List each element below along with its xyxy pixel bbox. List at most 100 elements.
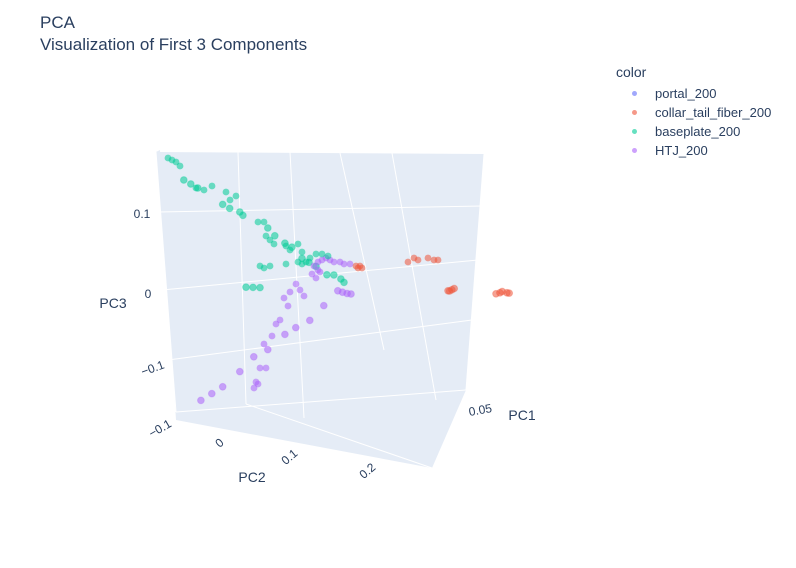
data-point — [347, 290, 355, 298]
chart-title: PCA — [40, 13, 75, 32]
pc2-gridline — [391, 152, 437, 401]
data-point — [235, 367, 244, 376]
data-point — [208, 182, 216, 190]
chart-title-block: PCA Visualization of First 3 Components — [40, 12, 307, 56]
data-point — [207, 389, 216, 398]
pc2-gridline — [339, 152, 385, 351]
data-point — [232, 192, 240, 200]
data-point — [281, 330, 289, 339]
legend-label: collar_tail_fiber_200 — [655, 105, 772, 120]
data-point — [226, 196, 234, 204]
legend-marker-icon — [632, 148, 637, 153]
data-point — [256, 283, 264, 292]
data-point — [218, 200, 227, 209]
data-point — [340, 278, 348, 287]
data-point — [218, 382, 227, 391]
pc1-tick-label: 0.05 — [468, 401, 494, 419]
legend-item[interactable]: collar_tail_fiber_200 — [616, 103, 771, 122]
data-point — [272, 320, 280, 328]
data-point — [200, 186, 208, 194]
data-point — [284, 302, 292, 310]
pc2-tick-label: 0.2 — [357, 460, 379, 482]
data-point — [445, 287, 454, 295]
data-point — [319, 301, 328, 310]
data-point — [294, 258, 302, 266]
data-point — [291, 323, 300, 332]
data-point — [305, 316, 314, 325]
legend-label: baseplate_200 — [655, 124, 741, 139]
data-point — [414, 256, 422, 264]
pc1-axis-title: PC1 — [508, 407, 535, 423]
data-point — [316, 268, 324, 276]
chart-subtitle: Visualization of First 3 Components — [40, 35, 308, 54]
pc3-tick-label: −0.1 — [139, 358, 166, 379]
data-point — [298, 248, 306, 256]
data-point — [262, 364, 270, 372]
legend-marker-icon — [632, 129, 637, 134]
data-point — [318, 250, 326, 258]
pc3-gridline — [167, 319, 473, 361]
data-point — [260, 264, 268, 272]
floor-gridline — [245, 403, 433, 469]
data-point — [254, 218, 262, 226]
pc2-axis-title: PC2 — [238, 469, 265, 485]
data-point — [324, 252, 332, 260]
pc3-tick-label: 0 — [145, 287, 152, 301]
data-point — [263, 345, 272, 354]
legend-marker-icon — [632, 91, 637, 96]
legend-title: color — [616, 64, 647, 80]
back-wall — [156, 152, 484, 412]
legend-marker-icon — [632, 110, 637, 115]
pc2-tick-label: 0.1 — [279, 446, 301, 468]
legend-item[interactable]: baseplate_200 — [616, 122, 771, 141]
data-point — [296, 286, 304, 294]
data-point — [434, 256, 442, 264]
data-point — [242, 283, 250, 292]
data-point — [176, 162, 184, 170]
wall-edge — [155, 151, 177, 413]
data-point — [505, 289, 514, 298]
data-point — [323, 270, 331, 279]
floor-gridline — [175, 389, 467, 413]
data-point — [268, 332, 276, 340]
legend-item[interactable]: HTJ_200 — [616, 141, 771, 160]
data-point — [286, 246, 294, 254]
data-point — [282, 260, 290, 268]
data-point — [270, 240, 278, 248]
legend-label: HTJ_200 — [655, 143, 708, 158]
data-point — [312, 274, 320, 282]
data-point — [249, 283, 257, 292]
data-point — [263, 224, 272, 232]
pc3-axis-title: PC3 — [99, 295, 126, 311]
data-point — [312, 250, 320, 258]
data-point — [340, 260, 348, 268]
data-point — [354, 264, 362, 272]
floor-plane — [176, 390, 466, 468]
data-point — [225, 204, 234, 213]
data-point — [280, 294, 288, 302]
pc2-tick-label: −0.1 — [146, 416, 174, 440]
data-point — [192, 184, 200, 192]
data-point — [260, 340, 268, 348]
data-point — [292, 280, 300, 288]
data-point — [330, 258, 338, 266]
data-point — [179, 176, 188, 184]
data-point — [222, 188, 230, 196]
data-point — [404, 258, 412, 266]
data-point — [197, 396, 205, 405]
scene[interactable]: 0.1 0 −0.1 −0.1 0 0.1 0.2 0.05 PC3 PC2 PC1 — [99, 150, 536, 485]
pc2-tick-label: 0 — [212, 435, 226, 450]
data-point — [260, 218, 268, 226]
pc3-tick-label: 0.1 — [134, 207, 151, 221]
pc2-gridline — [237, 151, 247, 405]
data-point — [239, 211, 247, 220]
data-point — [249, 352, 258, 361]
data-point — [270, 231, 279, 240]
legend-item[interactable]: portal_200 — [616, 84, 771, 103]
data-point — [256, 364, 264, 372]
pc3-gridline — [157, 205, 483, 213]
data-point — [266, 262, 274, 270]
wall-edge — [465, 153, 485, 391]
